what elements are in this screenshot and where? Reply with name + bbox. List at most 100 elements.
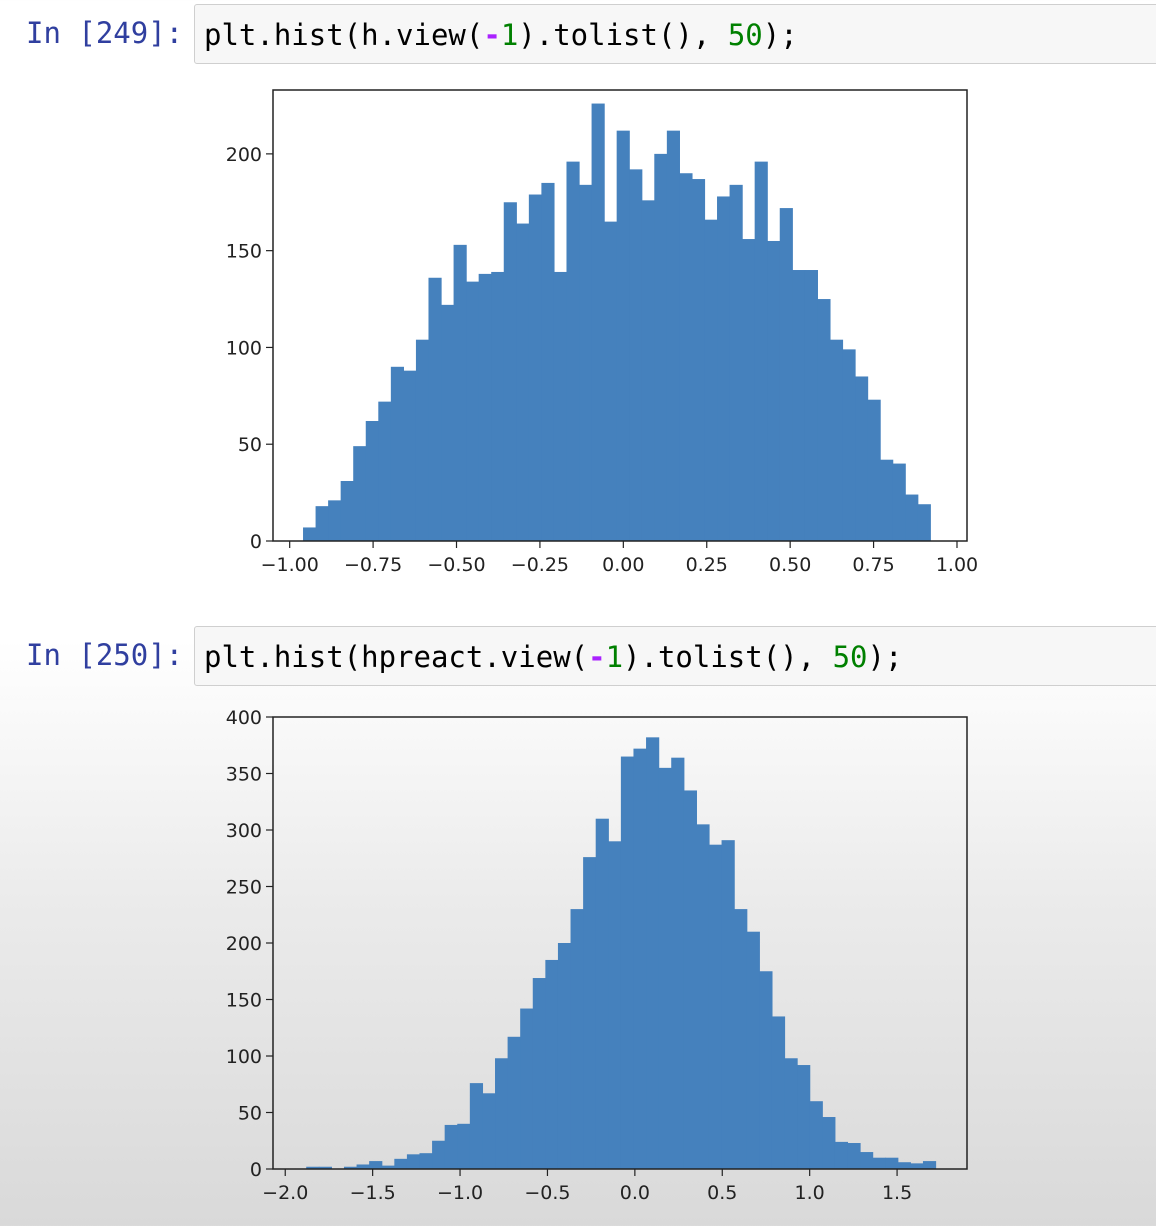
code-text: ).tolist(),: [518, 18, 728, 52]
histogram-bar: [315, 506, 329, 541]
code-line: plt.hist(hpreact.view(-1).tolist(), 50);: [204, 637, 902, 677]
y-tick: 350: [226, 764, 273, 786]
histogram-bar: [629, 169, 643, 541]
y-tick: 0: [250, 1159, 273, 1181]
histogram-bar: [708, 844, 723, 1169]
x-tick: 0.50: [769, 541, 811, 576]
histogram-bar: [683, 790, 697, 1169]
code-input-cell[interactable]: plt.hist(h.view(-1).tolist(), 50);: [194, 4, 1156, 64]
histogram-bar: [897, 1162, 911, 1169]
code-text: );: [867, 640, 903, 674]
x-tick-label: 0.00: [602, 554, 644, 576]
histogram-bar: [717, 196, 731, 541]
histogram-bar: [532, 978, 546, 1169]
y-tick: 250: [226, 877, 273, 899]
x-tick: −1.0: [437, 1169, 483, 1204]
y-tick: 150: [226, 990, 273, 1012]
histogram-bar: [608, 841, 622, 1169]
histogram-chart: −2.0 −1.5 −1.0 −0.5 0.0 0.5 1.0 1.5 0 50 100 150 200…: [226, 707, 968, 1204]
histogram-bar: [469, 1083, 484, 1169]
histogram-bar: [482, 1093, 496, 1169]
x-tick: −0.75: [344, 541, 402, 576]
histogram-bar: [671, 757, 685, 1169]
bars: [306, 737, 937, 1169]
y-tick-label: 0: [250, 1159, 262, 1181]
y-tick: 200: [226, 144, 273, 166]
histogram-bar: [343, 1166, 358, 1169]
y-tick: 50: [238, 434, 273, 456]
histogram-bar: [704, 219, 718, 541]
x-tick-label: −1.0: [437, 1182, 483, 1204]
histogram-bar: [767, 240, 781, 541]
histogram-bar: [545, 959, 559, 1169]
histogram-bar: [507, 1036, 521, 1169]
operator-token: -: [483, 18, 501, 52]
histogram-bar: [872, 1157, 886, 1169]
histogram-bar: [633, 748, 647, 1169]
x-tick-label: −0.25: [511, 554, 569, 576]
bars: [303, 103, 931, 542]
plot-frame: [272, 89, 968, 542]
histogram-bar: [754, 161, 768, 541]
x-tick-label: 0.0: [620, 1182, 650, 1204]
histogram-bar: [520, 1008, 534, 1169]
cell-prompt: In [249]:: [26, 16, 184, 50]
histogram-bar: [583, 857, 597, 1169]
number-token: 50: [832, 640, 868, 674]
code-text: plt.hist(hpreact.view(: [204, 640, 589, 674]
histogram-bar: [742, 239, 756, 542]
histogram-bar: [779, 208, 793, 541]
histogram-bar: [365, 420, 379, 541]
x-tick: −1.5: [350, 1169, 396, 1204]
histogram-bar: [855, 376, 869, 541]
histogram-bar: [880, 459, 894, 541]
histogram-bar: [579, 184, 593, 541]
histogram-bar: [847, 1143, 861, 1169]
histogram-bar: [691, 179, 706, 541]
y-tick-label: 350: [226, 764, 262, 786]
histogram-bar: [616, 130, 630, 541]
histogram-bar: [328, 500, 342, 541]
histogram-bar: [403, 370, 417, 541]
x-tick-label: 0.5: [707, 1182, 737, 1204]
histogram-bar: [557, 943, 572, 1169]
y-tick-label: 200: [226, 144, 262, 166]
histogram-bar: [541, 182, 555, 541]
histogram-bar: [771, 1016, 786, 1169]
histogram-bar: [746, 931, 760, 1169]
histogram-bar: [620, 756, 635, 1169]
y-tick-label: 250: [226, 877, 262, 899]
histogram-bar: [910, 1163, 924, 1169]
histogram-bar: [566, 161, 580, 541]
operator-token: -: [588, 640, 606, 674]
x-tick-label: −2.0: [262, 1182, 308, 1204]
histogram-bar: [478, 273, 492, 541]
histogram-chart: −1.00 −0.75 −0.50 −0.25 0.00 0.25 0.50 0.75 1.00…: [226, 89, 978, 576]
histogram-bar: [466, 281, 480, 541]
y-tick-label: 100: [226, 1046, 262, 1068]
number-token: 1: [605, 640, 624, 674]
y-tick: 0: [250, 531, 273, 553]
y-tick-label: 0: [250, 531, 262, 553]
code-input-cell[interactable]: plt.hist(hpreact.view(-1).tolist(), 50);: [194, 626, 1156, 686]
histogram-bar: [495, 1058, 509, 1169]
histogram-bar: [759, 971, 773, 1169]
x-tick: 1.0: [795, 1169, 825, 1204]
histogram-bar: [595, 818, 609, 1169]
x-tick-label: 0.25: [686, 554, 728, 576]
x-tick-label: −0.5: [524, 1182, 570, 1204]
histogram-bar: [804, 270, 818, 541]
code-text: plt.hist(h.view(: [204, 18, 484, 52]
x-tick: −0.25: [511, 541, 569, 576]
histogram-bar: [516, 223, 530, 542]
histogram-bar: [390, 366, 404, 541]
y-tick: 150: [226, 241, 273, 263]
code-text: ).tolist(),: [623, 640, 833, 674]
y-tick-label: 400: [226, 707, 262, 729]
x-tick: −0.5: [524, 1169, 571, 1204]
x-tick-label: −1.5: [350, 1182, 396, 1204]
histogram-bar: [905, 494, 919, 541]
cell-prompt: In [250]:: [26, 638, 184, 672]
x-tick-label: 1.5: [882, 1182, 912, 1204]
histogram-bar: [428, 277, 442, 541]
